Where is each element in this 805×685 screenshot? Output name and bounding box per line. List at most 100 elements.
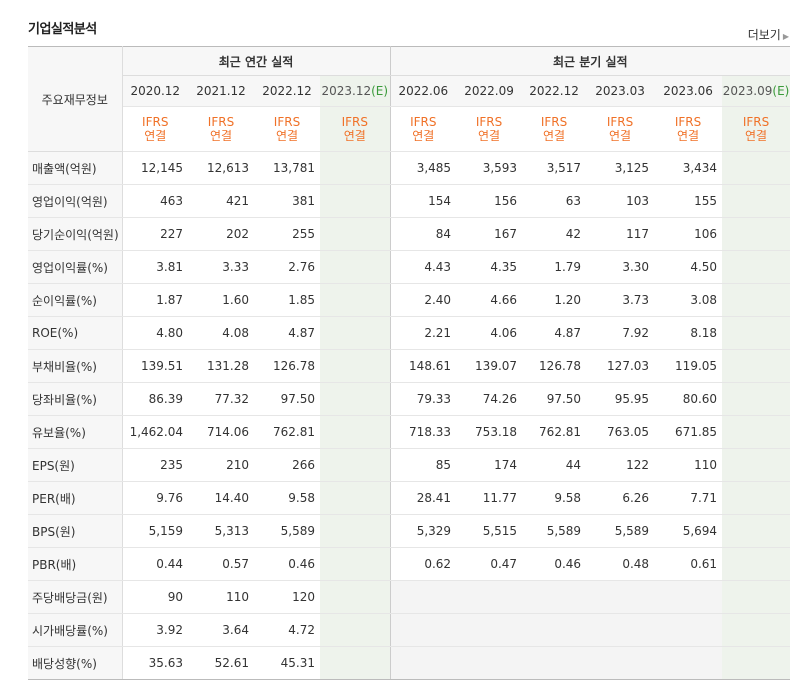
data-cell: 120 [254,580,320,614]
data-cell: 126.78 [522,349,587,383]
data-cell: 97.50 [254,382,320,416]
row-label: 배당성향(%) [28,646,123,680]
consolidated-text: 연결 [209,129,233,143]
data-cell: 2.21 [390,316,457,350]
data-cell: 3.08 [654,283,723,317]
data-cell: 45.31 [254,646,320,680]
row-label: PBR(배) [28,547,123,581]
table-row: 유보율(%) 1,462.04 714.06 762.81 718.33 753.18 76… [28,415,791,449]
consolidated-text: 연결 [543,129,566,143]
data-cell [320,151,391,185]
data-cell: 126.78 [254,349,320,383]
data-cell: 463 [122,184,188,218]
data-cell: 2.40 [390,283,457,317]
data-cell [722,547,791,581]
data-cell [586,646,655,680]
data-cell [320,448,391,482]
more-link[interactable]: 더보기 ▶ [748,26,789,43]
data-cell [456,646,523,680]
data-cell: 762.81 [522,415,587,449]
ifrs-cell: IFRS 연결 [522,106,587,152]
period-header: 2022.12 [522,75,587,107]
data-cell: 3.92 [122,613,188,647]
period-header: 2021.12 [188,75,254,107]
data-cell: 3.30 [586,250,655,284]
table-row: 배당성향(%) 35.63 52.61 45.31 [28,646,791,680]
data-cell: 12,145 [122,151,188,185]
data-cell [320,481,391,515]
ifrs-text: IFRS [475,115,503,129]
data-cell [320,613,391,647]
data-cell: 42 [522,217,587,251]
ifrs-text: IFRS [674,115,702,129]
data-cell: 106 [654,217,723,251]
data-cell: 3.64 [188,613,254,647]
ifrs-cell: IFRS 연결 [390,106,457,152]
data-cell: 6.26 [586,481,655,515]
period-label: 2021.12 [196,84,246,98]
data-cell: 1.87 [122,283,188,317]
data-cell [522,646,587,680]
data-cell: 80.60 [654,382,723,416]
period-header: 2023.09(E) [722,75,791,107]
period-header: 2023.12(E) [320,75,391,107]
data-cell: 131.28 [188,349,254,383]
data-cell [654,613,723,647]
data-cell: 5,694 [654,514,723,548]
data-cell: 9.76 [122,481,188,515]
data-cell: 4.66 [456,283,523,317]
period-label: 2023.03 [595,84,645,98]
row-label: 시가배당률(%) [28,613,123,647]
row-label: 당좌비율(%) [28,382,123,416]
data-cell: 1,462.04 [122,415,188,449]
table-row: 영업이익률(%) 3.81 3.33 2.76 4.43 4.35 1.79 3.30 4.50 [28,250,791,284]
data-cell: 117 [586,217,655,251]
data-cell: 74.26 [456,382,523,416]
data-cell: 4.80 [122,316,188,350]
data-cell: 139.07 [456,349,523,383]
data-cell [522,580,587,614]
period-header: 2022.09 [456,75,523,107]
data-cell: 5,589 [254,514,320,548]
data-cell [722,448,791,482]
consolidated-text: 연결 [144,129,167,143]
data-cell [722,415,791,449]
data-cell [320,283,391,317]
data-cell: 7.71 [654,481,723,515]
ifrs-text: IFRS [142,115,169,129]
period-header: 2023.03 [586,75,655,107]
table-row: 주당배당금(원) 90 110 120 [28,580,791,614]
data-cell [722,349,791,383]
data-cell: 5,515 [456,514,523,548]
data-cell [320,547,391,581]
row-label: 영업이익률(%) [28,250,123,284]
table-row: 순이익률(%) 1.87 1.60 1.85 2.40 4.66 1.20 3.73 3.08 [28,283,791,317]
table-row: ROE(%) 4.80 4.08 4.87 2.21 4.06 4.87 7.92 8.18 [28,316,791,350]
data-cell [522,613,587,647]
data-cell [722,514,791,548]
ifrs-cell: IFRS 연결 [122,106,188,152]
period-header: 2020.12 [122,75,188,107]
row-label: EPS(원) [28,448,123,482]
data-cell: 174 [456,448,523,482]
ifrs-cell: IFRS 연결 [722,106,791,152]
row-label: 유보율(%) [28,415,123,449]
data-cell: 0.62 [390,547,457,581]
table-row: 영업이익(억원) 463 421 381 154 156 63 103 155 [28,184,791,218]
data-cell: 3.81 [122,250,188,284]
data-cell [456,580,523,614]
data-cell: 3,434 [654,151,723,185]
period-header: 2022.12 [254,75,320,107]
data-cell: 4.87 [254,316,320,350]
data-cell: 154 [390,184,457,218]
consolidated-text: 연결 [677,129,700,143]
ifrs-text: IFRS [207,115,235,129]
data-cell: 77.32 [188,382,254,416]
data-cell: 63 [522,184,587,218]
data-cell: 3.73 [586,283,655,317]
data-cell [722,151,791,185]
ifrs-cell: IFRS 연결 [456,106,523,152]
data-cell: 110 [654,448,723,482]
data-cell: 381 [254,184,320,218]
data-cell: 9.58 [254,481,320,515]
